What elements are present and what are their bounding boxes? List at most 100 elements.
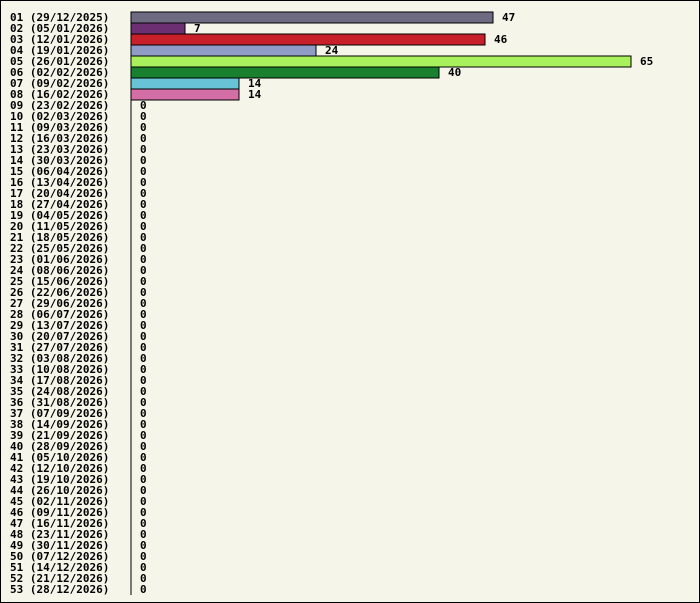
value-label: 0 <box>140 308 147 321</box>
category-label: 18 (27/04/2026) <box>10 198 109 211</box>
bar <box>130 88 240 101</box>
category-label: 51 (14/12/2026) <box>10 561 109 574</box>
category-label: 08 (16/02/2026) <box>10 88 109 101</box>
value-label: 0 <box>140 330 147 343</box>
value-label: 0 <box>140 297 147 310</box>
value-label: 0 <box>140 341 147 354</box>
category-label: 32 (03/08/2026) <box>10 352 109 365</box>
value-label: 0 <box>140 319 147 332</box>
category-label: 12 (16/03/2026) <box>10 132 109 145</box>
value-label: 0 <box>140 418 147 431</box>
category-label: 25 (15/06/2026) <box>10 275 109 288</box>
value-label: 0 <box>140 396 147 409</box>
category-label: 31 (27/07/2026) <box>10 341 109 354</box>
category-label: 40 (28/09/2026) <box>10 440 109 453</box>
value-label: 40 <box>448 66 461 79</box>
bar <box>130 44 317 57</box>
category-label: 09 (23/02/2026) <box>10 99 109 112</box>
value-label: 0 <box>140 264 147 277</box>
category-label: 41 (05/10/2026) <box>10 451 109 464</box>
value-label: 46 <box>494 33 508 46</box>
category-label: 48 (23/11/2026) <box>10 528 109 541</box>
value-label: 0 <box>140 165 147 178</box>
value-label: 0 <box>140 154 147 167</box>
value-label: 0 <box>140 451 147 464</box>
value-label: 0 <box>140 253 147 266</box>
category-label: 30 (20/07/2026) <box>10 330 109 343</box>
value-label: 0 <box>140 209 147 222</box>
category-label: 34 (17/08/2026) <box>10 374 109 387</box>
category-label: 03 (12/01/2026) <box>10 33 109 46</box>
bar <box>130 22 186 35</box>
value-label: 24 <box>325 44 339 57</box>
category-label: 49 (30/11/2026) <box>10 539 109 552</box>
value-label: 0 <box>140 440 147 453</box>
value-label: 7 <box>194 22 201 35</box>
category-label: 22 (25/05/2026) <box>10 242 109 255</box>
value-label: 0 <box>140 385 147 398</box>
category-label: 45 (02/11/2026) <box>10 495 109 508</box>
value-label: 0 <box>140 275 147 288</box>
category-label: 44 (26/10/2026) <box>10 484 109 497</box>
value-label: 0 <box>140 374 147 387</box>
value-label: 0 <box>140 121 147 134</box>
value-label: 47 <box>502 11 515 24</box>
value-label: 0 <box>140 110 147 123</box>
category-label: 04 (19/01/2026) <box>10 44 109 57</box>
value-label: 0 <box>140 286 147 299</box>
category-label: 33 (10/08/2026) <box>10 363 109 376</box>
value-label: 0 <box>140 143 147 156</box>
category-label: 17 (20/04/2026) <box>10 187 109 200</box>
category-label: 19 (04/05/2026) <box>10 209 109 222</box>
category-label: 06 (02/02/2026) <box>10 66 109 79</box>
value-label: 0 <box>140 187 147 200</box>
category-label: 24 (08/06/2026) <box>10 264 109 277</box>
value-label: 65 <box>640 55 653 68</box>
value-label: 0 <box>140 407 147 420</box>
bar <box>130 55 632 68</box>
value-label: 0 <box>140 132 147 145</box>
category-label: 01 (29/12/2025) <box>10 11 109 24</box>
category-label: 14 (30/03/2026) <box>10 154 109 167</box>
value-label: 0 <box>140 539 147 552</box>
category-label: 46 (09/11/2026) <box>10 506 109 519</box>
bar <box>130 77 240 90</box>
category-label: 13 (23/03/2026) <box>10 143 109 156</box>
value-label: 0 <box>140 583 147 596</box>
value-label: 0 <box>140 561 147 574</box>
value-label: 0 <box>140 572 147 585</box>
category-label: 43 (19/10/2026) <box>10 473 109 486</box>
category-label: 16 (13/04/2026) <box>10 176 109 189</box>
value-label: 0 <box>140 528 147 541</box>
category-label: 36 (31/08/2026) <box>10 396 109 409</box>
value-label: 0 <box>140 176 147 189</box>
value-label: 0 <box>140 429 147 442</box>
category-label: 02 (05/01/2026) <box>10 22 109 35</box>
value-label: 0 <box>140 352 147 365</box>
value-label: 0 <box>140 99 147 112</box>
bar <box>130 66 440 79</box>
bar <box>130 33 486 46</box>
value-label: 14 <box>248 88 262 101</box>
category-label: 38 (14/09/2026) <box>10 418 109 431</box>
category-label: 10 (02/03/2026) <box>10 110 109 123</box>
category-label: 47 (16/11/2026) <box>10 517 109 530</box>
category-label: 11 (09/03/2026) <box>10 121 109 134</box>
category-label: 23 (01/06/2026) <box>10 253 109 266</box>
value-label: 0 <box>140 495 147 508</box>
value-label: 0 <box>140 473 147 486</box>
category-label: 52 (21/12/2026) <box>10 572 109 585</box>
category-label: 21 (18/05/2026) <box>10 231 109 244</box>
value-label: 0 <box>140 220 147 233</box>
category-label: 37 (07/09/2026) <box>10 407 109 420</box>
category-label: 39 (21/09/2026) <box>10 429 109 442</box>
category-label: 05 (26/01/2026) <box>10 55 109 68</box>
category-label: 42 (12/10/2026) <box>10 462 109 475</box>
category-label: 35 (24/08/2026) <box>10 385 109 398</box>
value-label: 0 <box>140 363 147 376</box>
value-label: 14 <box>248 77 262 90</box>
category-label: 28 (06/07/2026) <box>10 308 109 321</box>
value-label: 0 <box>140 231 147 244</box>
